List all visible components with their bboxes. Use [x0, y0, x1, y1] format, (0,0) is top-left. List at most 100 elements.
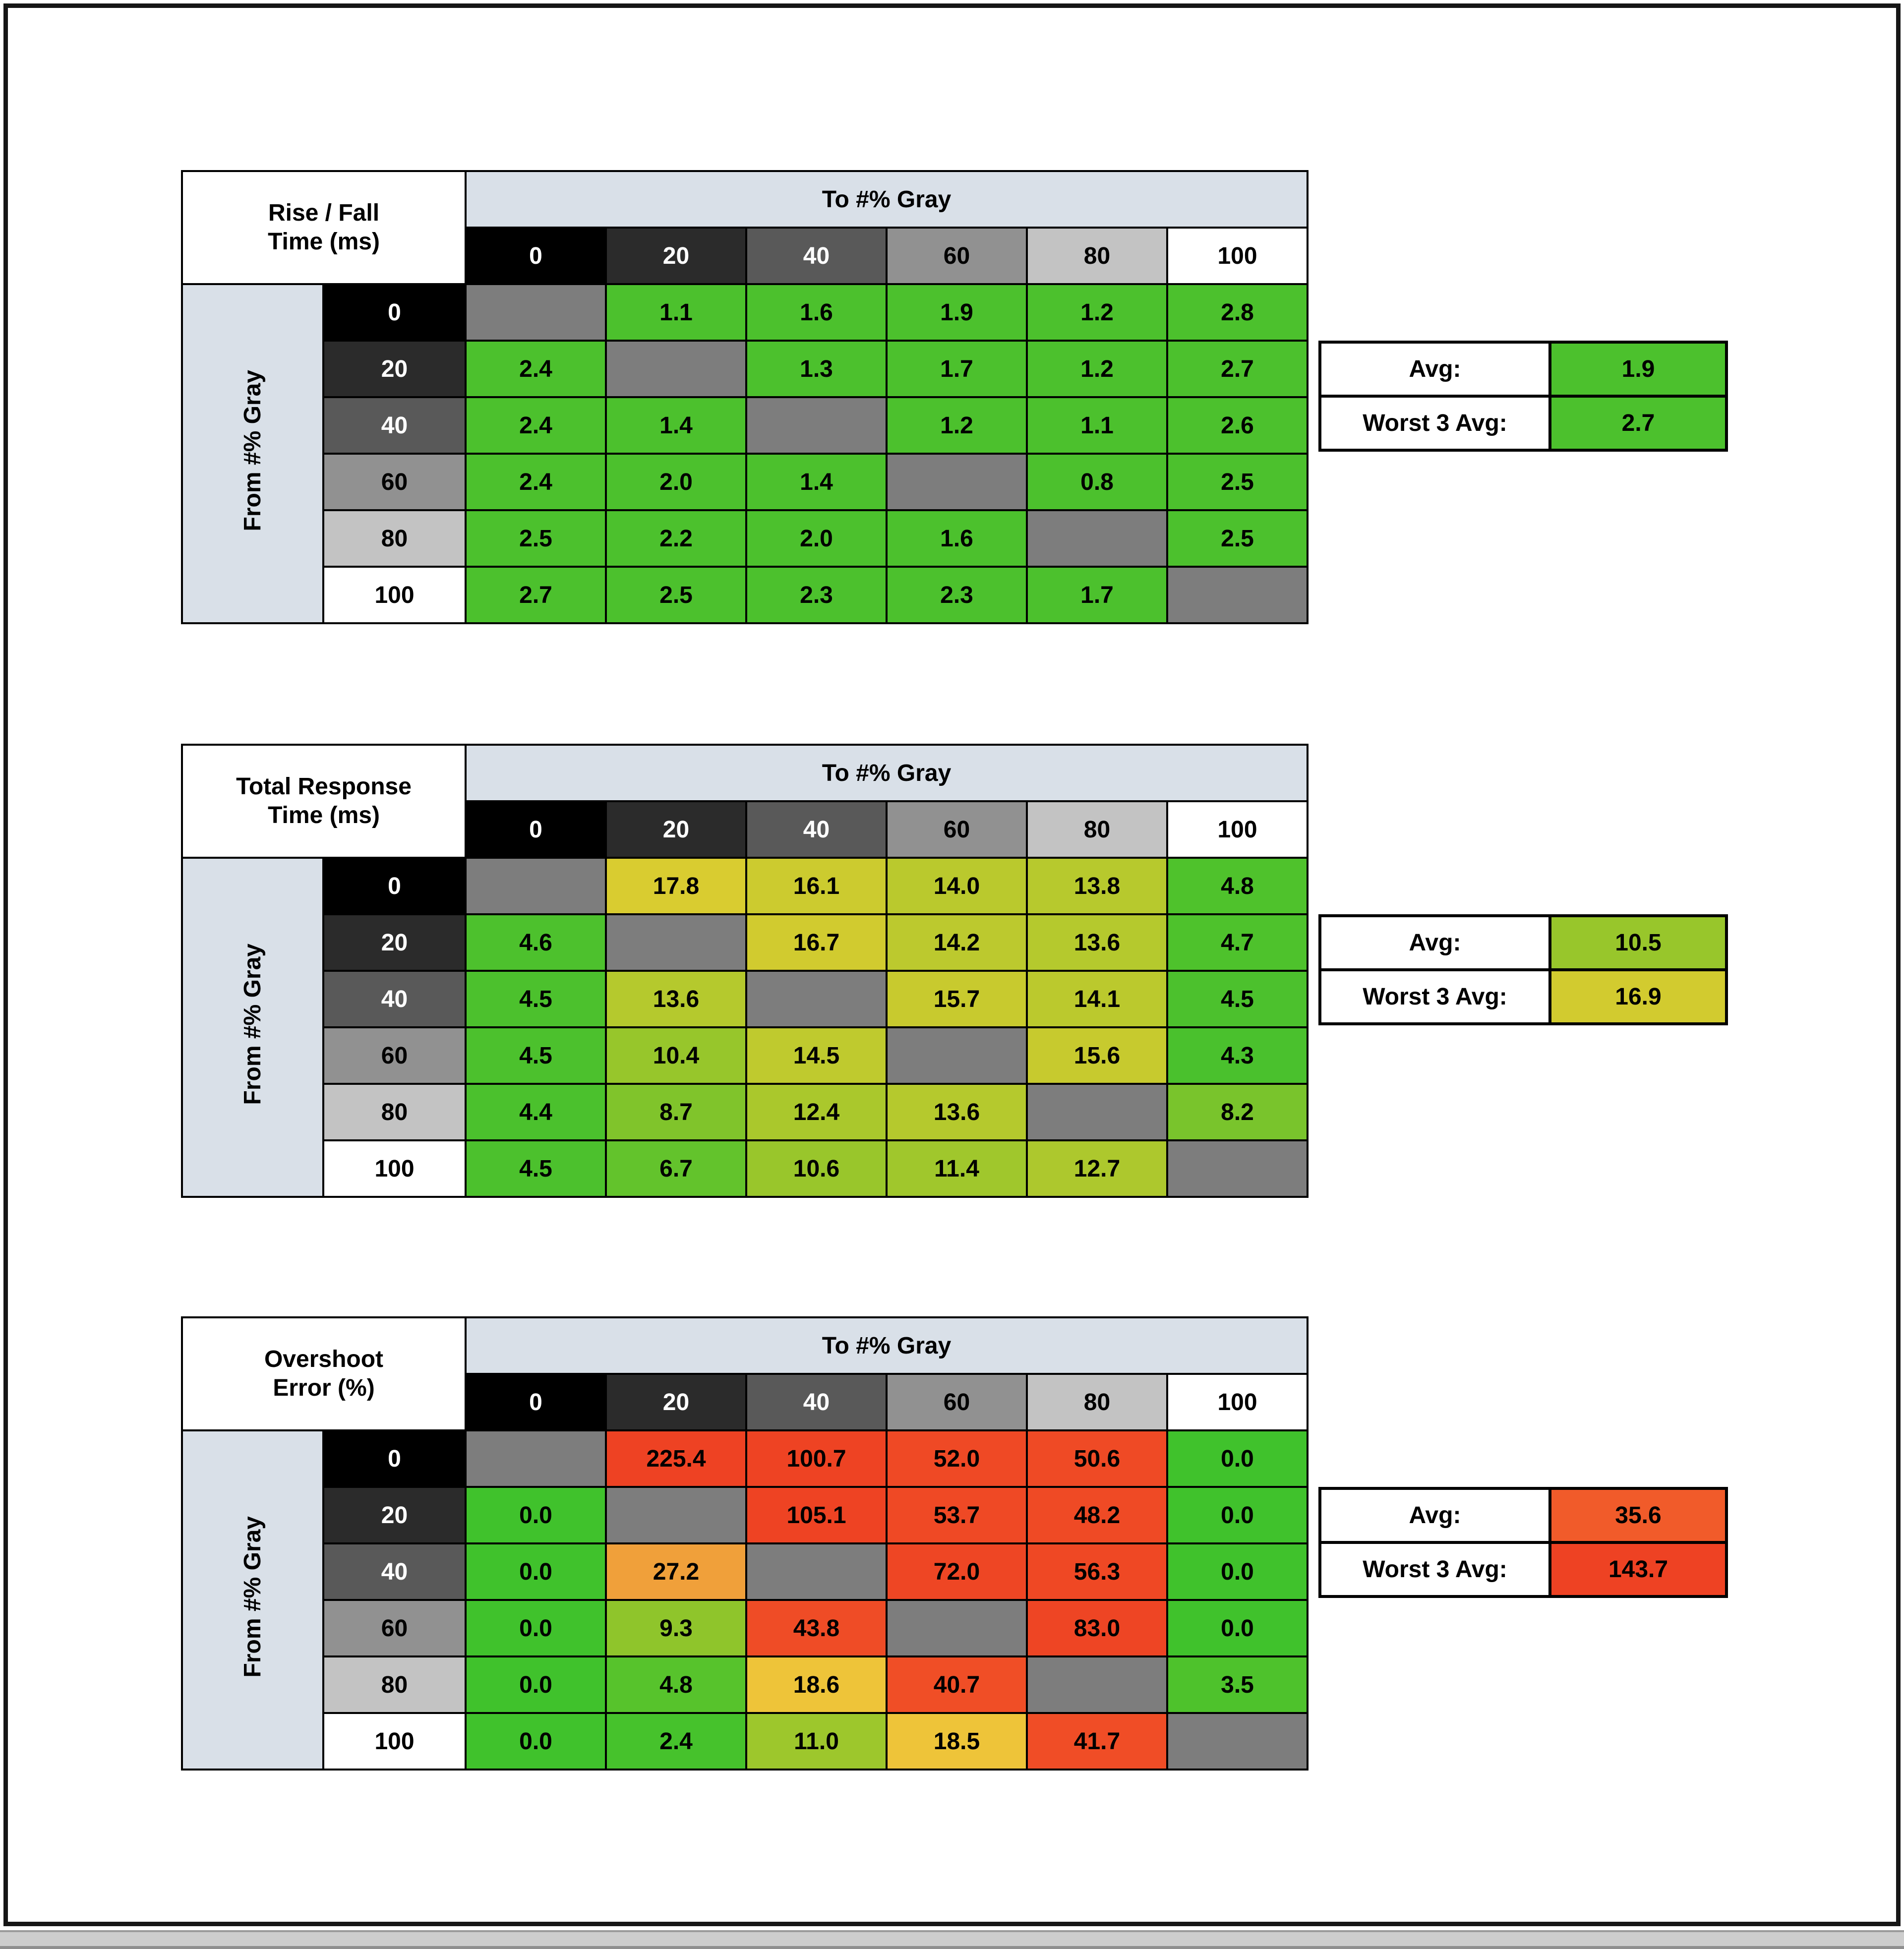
- row-axis-label-text: From #% Gray: [239, 944, 266, 1105]
- col-axis-label: To #% Gray: [465, 1316, 1309, 1375]
- col-header-cell: 0: [465, 800, 607, 859]
- value-cell: 12.4: [745, 1083, 888, 1141]
- overshoot-section: Overshoot Error (%) To #% Gray 0 20 40 60 80 100…: [181, 1316, 1728, 1771]
- value-cell: 0.8: [1026, 453, 1168, 511]
- value-cell: 2.5: [1166, 509, 1309, 568]
- value-cell: 4.7: [1166, 913, 1309, 972]
- value-cell: 1.7: [886, 340, 1028, 398]
- col-header-cell: 20: [605, 227, 747, 285]
- diagonal-cell: [605, 340, 747, 398]
- value-cell: 1.2: [1026, 283, 1168, 342]
- worst3-value: 16.9: [1551, 968, 1728, 1025]
- value-cell: 0.0: [1166, 1486, 1309, 1544]
- avg-label: Avg:: [1318, 1487, 1551, 1544]
- diagonal-cell: [465, 1429, 607, 1488]
- diagonal-cell: [886, 1026, 1028, 1085]
- diagonal-cell: [605, 1486, 747, 1544]
- worst3-value: 2.7: [1551, 395, 1728, 452]
- value-cell: 18.5: [886, 1712, 1028, 1771]
- value-cell: 225.4: [605, 1429, 747, 1488]
- row-header-cell: 60: [322, 1026, 467, 1085]
- worst3-label: Worst 3 Avg:: [1318, 395, 1551, 452]
- table-title-line2: Error (%): [273, 1375, 375, 1401]
- value-cell: 16.1: [745, 857, 888, 915]
- value-cell: 50.6: [1026, 1429, 1168, 1488]
- worst3-row: Worst 3 Avg: 143.7: [1318, 1541, 1731, 1598]
- row-header-cell: 20: [322, 1486, 467, 1544]
- value-cell: 1.6: [886, 509, 1028, 568]
- rise-fall-avg-panel: Avg: 1.9 Worst 3 Avg: 2.7: [1318, 341, 1731, 452]
- overshoot-table: Overshoot Error (%) To #% Gray 0 20 40 60 80 100…: [181, 1316, 1309, 1771]
- col-header-cell: 100: [1166, 800, 1309, 859]
- worst3-label: Worst 3 Avg:: [1318, 968, 1551, 1025]
- table-title: Rise / Fall Time (ms): [181, 170, 467, 285]
- value-cell: 4.5: [465, 1139, 607, 1198]
- value-cell: 105.1: [745, 1486, 888, 1544]
- row-axis-label: From #% Gray: [181, 283, 324, 624]
- table-title: Total Response Time (ms): [181, 744, 467, 859]
- row-header-cell: 20: [322, 913, 467, 972]
- value-cell: 1.2: [1026, 340, 1168, 398]
- value-cell: 0.0: [1166, 1599, 1309, 1657]
- value-cell: 0.0: [1166, 1542, 1309, 1601]
- avg-label: Avg:: [1318, 341, 1551, 398]
- value-cell: 43.8: [745, 1599, 888, 1657]
- row-axis-label-text: From #% Gray: [239, 1516, 266, 1678]
- diagonal-cell: [745, 396, 888, 455]
- col-header-cell: 60: [886, 800, 1028, 859]
- diagonal-cell: [745, 1542, 888, 1601]
- value-cell: 4.3: [1166, 1026, 1309, 1085]
- diagonal-cell: [1166, 566, 1309, 624]
- value-cell: 18.6: [745, 1655, 888, 1714]
- horizontal-scrollbar[interactable]: [0, 1930, 1904, 1949]
- value-cell: 2.5: [465, 509, 607, 568]
- value-cell: 48.2: [1026, 1486, 1168, 1544]
- col-header-cell: 80: [1026, 227, 1168, 285]
- table-title-line2: Time (ms): [268, 802, 380, 828]
- value-cell: 72.0: [886, 1542, 1028, 1601]
- value-cell: 41.7: [1026, 1712, 1168, 1771]
- value-cell: 17.8: [605, 857, 747, 915]
- value-cell: 1.3: [745, 340, 888, 398]
- value-cell: 0.0: [465, 1486, 607, 1544]
- value-cell: 9.3: [605, 1599, 747, 1657]
- diagonal-cell: [465, 857, 607, 915]
- diagonal-cell: [745, 970, 888, 1028]
- row-header-cell: 60: [322, 453, 467, 511]
- value-cell: 0.0: [465, 1542, 607, 1601]
- value-cell: 4.5: [1166, 970, 1309, 1028]
- col-header-cell: 80: [1026, 1373, 1168, 1431]
- value-cell: 2.4: [465, 453, 607, 511]
- col-header-cell: 40: [745, 227, 888, 285]
- row-axis-label: From #% Gray: [181, 857, 324, 1198]
- row-header-cell: 40: [322, 970, 467, 1028]
- row-axis-label: From #% Gray: [181, 1429, 324, 1771]
- value-cell: 14.5: [745, 1026, 888, 1085]
- overshoot-avg-panel: Avg: 35.6 Worst 3 Avg: 143.7: [1318, 1487, 1731, 1598]
- row-header-cell: 0: [322, 283, 467, 342]
- value-cell: 8.7: [605, 1083, 747, 1141]
- table-title-line1: Total Response: [236, 773, 412, 800]
- diagonal-cell: [1026, 1083, 1168, 1141]
- value-cell: 2.7: [1166, 340, 1309, 398]
- value-cell: 13.6: [1026, 913, 1168, 972]
- value-cell: 14.2: [886, 913, 1028, 972]
- value-cell: 0.0: [465, 1655, 607, 1714]
- value-cell: 1.4: [745, 453, 888, 511]
- diagonal-cell: [465, 283, 607, 342]
- value-cell: 12.7: [1026, 1139, 1168, 1198]
- value-cell: 1.7: [1026, 566, 1168, 624]
- value-cell: 1.9: [886, 283, 1028, 342]
- value-cell: 4.6: [465, 913, 607, 972]
- value-cell: 11.0: [745, 1712, 888, 1771]
- value-cell: 15.6: [1026, 1026, 1168, 1085]
- value-cell: 10.4: [605, 1026, 747, 1085]
- row-header-cell: 60: [322, 1599, 467, 1657]
- col-header-cell: 60: [886, 1373, 1028, 1431]
- table-title-line1: Rise / Fall: [268, 200, 380, 227]
- value-cell: 2.3: [745, 566, 888, 624]
- value-cell: 2.3: [886, 566, 1028, 624]
- value-cell: 2.8: [1166, 283, 1309, 342]
- total-response-section: Total Response Time (ms) To #% Gray 0 20 40 60…: [181, 744, 1728, 1198]
- row-header-cell: 40: [322, 1542, 467, 1601]
